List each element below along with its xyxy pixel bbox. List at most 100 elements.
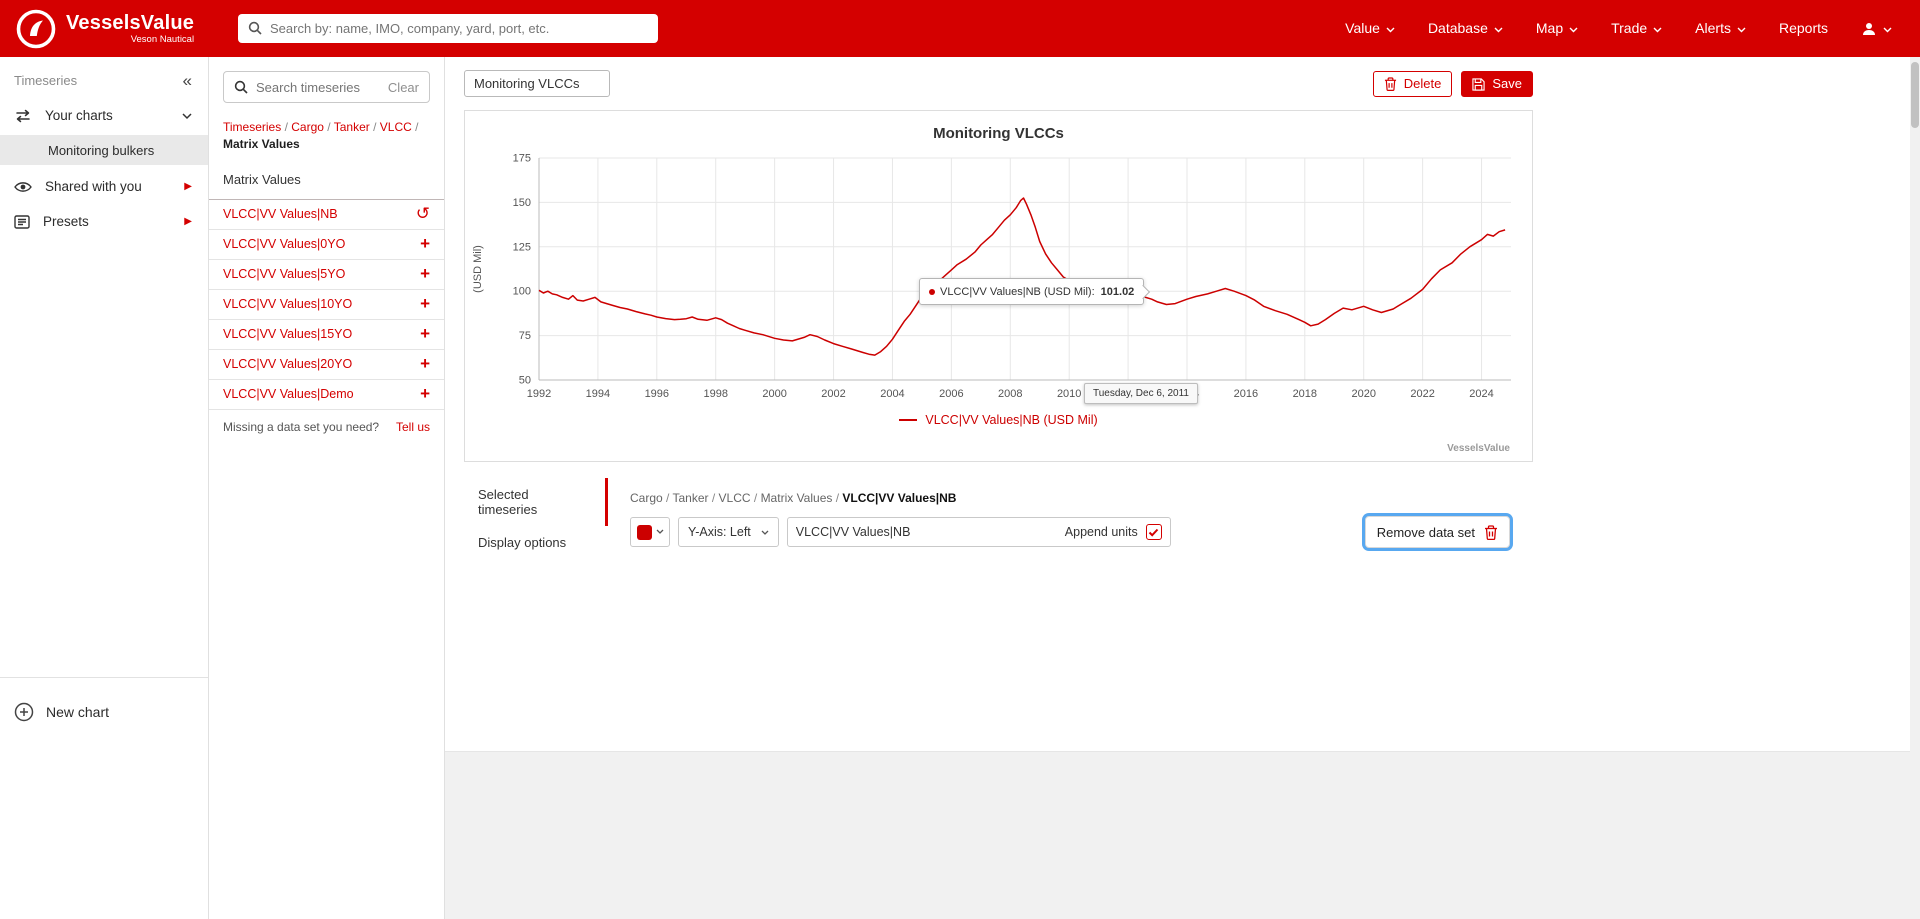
user-menu[interactable] xyxy=(1861,20,1892,37)
new-chart-button[interactable]: New chart xyxy=(0,677,208,746)
dataset-row[interactable]: VLCC|VV Values|20YO + xyxy=(209,350,444,380)
series-dot-icon xyxy=(929,288,935,295)
color-swatch xyxy=(636,524,652,540)
collapse-sidebar-icon[interactable]: « xyxy=(182,70,192,90)
vertical-scrollbar[interactable] xyxy=(1910,57,1920,919)
sidebar-item-your-charts[interactable]: Your charts xyxy=(0,98,208,133)
delete-button[interactable]: Delete xyxy=(1372,70,1453,97)
breadcrumb: TimeseriesCargoTankerVLCC Matrix Values xyxy=(209,113,444,158)
dataset-row[interactable]: VLCC|VV Values|Demo + xyxy=(209,380,444,410)
add-icon[interactable]: + xyxy=(420,324,430,344)
dataset-row[interactable]: VLCC|VV Values|5YO + xyxy=(209,260,444,290)
svg-text:1996: 1996 xyxy=(645,388,669,400)
svg-text:2008: 2008 xyxy=(998,388,1022,400)
dataset-row[interactable]: VLCC|VV Values|15YO + xyxy=(209,320,444,350)
presets-list-icon xyxy=(14,214,30,229)
global-search[interactable] xyxy=(238,14,658,43)
svg-text:2018: 2018 xyxy=(1293,388,1317,400)
series-color-dropdown[interactable] xyxy=(630,517,670,547)
svg-text:1998: 1998 xyxy=(703,388,727,400)
user-icon xyxy=(1861,20,1877,37)
dataset-list: VLCC|VV Values|NB ↺ VLCC|VV Values|0YO +… xyxy=(209,198,444,410)
svg-text:2006: 2006 xyxy=(939,388,963,400)
top-nav-links: Value Database Map Trade Alerts Reports xyxy=(1345,20,1892,37)
chevron-down-icon xyxy=(761,525,769,539)
nav-item-trade[interactable]: Trade xyxy=(1611,20,1662,36)
presets-label: Presets xyxy=(43,214,89,229)
chart-legend[interactable]: VLCC|VV Values|NB (USD Mil) xyxy=(465,413,1532,427)
chevron-down-icon xyxy=(1737,20,1746,36)
y-axis-select[interactable]: Y-Axis: Left xyxy=(678,517,779,547)
nav-item-value[interactable]: Value xyxy=(1345,20,1395,36)
svg-text:150: 150 xyxy=(513,197,531,209)
breadcrumb-link-tanker[interactable]: Tanker xyxy=(334,120,380,134)
chevron-down-icon xyxy=(1883,20,1892,36)
remove-dataset-button[interactable]: Remove data set xyxy=(1364,516,1510,548)
save-button[interactable]: Save xyxy=(1461,70,1533,97)
svg-text:2002: 2002 xyxy=(821,388,845,400)
eye-icon xyxy=(14,179,32,194)
svg-text:2000: 2000 xyxy=(762,388,786,400)
breadcrumb-link-matrix-values[interactable]: Matrix Values xyxy=(761,491,843,505)
expand-arrow-icon: ▶ xyxy=(184,181,192,192)
dataset-label: VLCC|VV Values|NB xyxy=(223,207,338,222)
svg-text:125: 125 xyxy=(513,241,531,253)
circle-plus-icon xyxy=(14,702,34,722)
tab-display-options[interactable]: Display options xyxy=(478,535,567,550)
global-search-input[interactable] xyxy=(270,21,648,36)
svg-text:50: 50 xyxy=(519,375,531,387)
breadcrumb-current: Matrix Values xyxy=(223,137,300,152)
add-icon[interactable]: + xyxy=(420,264,430,284)
timeseries-search[interactable]: Clear xyxy=(223,71,430,103)
brand[interactable]: VesselsValue Veson Nautical xyxy=(16,9,222,49)
append-units-checkbox[interactable] xyxy=(1145,524,1162,540)
sidebar: Timeseries « Your charts Monitoring bulk… xyxy=(0,57,209,919)
nav-item-database[interactable]: Database xyxy=(1428,20,1503,36)
tell-us-link[interactable]: Tell us xyxy=(395,419,430,434)
main-content: Delete Save Monitoring VLCCs 50 75 100 125 1… xyxy=(445,57,1920,919)
add-icon[interactable]: + xyxy=(420,234,430,254)
nav-item-map[interactable]: Map xyxy=(1536,20,1578,36)
scrollbar-thumb[interactable] xyxy=(1911,62,1919,128)
breadcrumb-link-vlcc[interactable]: VLCC xyxy=(719,491,761,505)
trash-icon xyxy=(1484,524,1498,541)
dataset-row[interactable]: VLCC|VV Values|NB ↺ xyxy=(209,200,444,230)
svg-text:2016: 2016 xyxy=(1234,388,1258,400)
undo-icon[interactable]: ↺ xyxy=(415,204,430,224)
dataset-row[interactable]: VLCC|VV Values|10YO + xyxy=(209,290,444,320)
dataset-name-field: Append units xyxy=(786,517,1171,547)
sidebar-item-monitoring-bulkers[interactable]: Monitoring bulkers xyxy=(0,135,208,165)
nav-item-reports[interactable]: Reports xyxy=(1778,20,1828,37)
breadcrumb-link-timeseries[interactable]: Timeseries xyxy=(223,120,291,134)
chevron-down-icon xyxy=(182,108,192,123)
tooltip-value: 101.02 xyxy=(1100,285,1135,298)
chart-date-tooltip: Tuesday, Dec 6, 2011 xyxy=(1084,383,1198,404)
legend-line-swatch xyxy=(899,419,918,421)
clear-search-button[interactable]: Clear xyxy=(387,79,419,95)
dataset-label: VLCC|VV Values|5YO xyxy=(223,267,346,282)
add-icon[interactable]: + xyxy=(420,354,430,374)
breadcrumb-link-vlcc[interactable]: VLCC xyxy=(380,120,419,134)
chart-title-input[interactable] xyxy=(464,70,610,97)
breadcrumb-link-cargo[interactable]: Cargo xyxy=(291,120,333,134)
svg-text:2024: 2024 xyxy=(1469,388,1493,400)
append-units-label: Append units xyxy=(1064,525,1138,539)
nav-item-alerts[interactable]: Alerts xyxy=(1695,20,1746,36)
breadcrumb-link-tanker[interactable]: Tanker xyxy=(672,491,718,505)
timeseries-search-input[interactable] xyxy=(256,79,380,95)
sidebar-item-presets[interactable]: Presets ▶ xyxy=(0,204,208,239)
dataset-label: VLCC|VV Values|Demo xyxy=(223,387,354,402)
dataset-name-input[interactable] xyxy=(795,525,1057,539)
dataset-row[interactable]: VLCC|VV Values|0YO + xyxy=(209,230,444,260)
line-chart[interactable]: 50 75 100 125 150 175 1992 1994 1996 1998 2000 2002… xyxy=(465,153,1530,408)
tabs: Selected timeseries Display options xyxy=(464,478,608,751)
dataset-label: VLCC|VV Values|20YO xyxy=(223,357,353,372)
sidebar-item-shared-with-you[interactable]: Shared with you ▶ xyxy=(0,169,208,204)
add-icon[interactable]: + xyxy=(420,294,430,314)
breadcrumb-link-cargo[interactable]: Cargo xyxy=(630,491,672,505)
chevron-down-icon xyxy=(1569,20,1578,36)
save-disk-icon xyxy=(1472,76,1485,91)
tab-selected-timeseries[interactable]: Selected timeseries xyxy=(464,478,608,526)
add-icon[interactable]: + xyxy=(420,384,430,404)
